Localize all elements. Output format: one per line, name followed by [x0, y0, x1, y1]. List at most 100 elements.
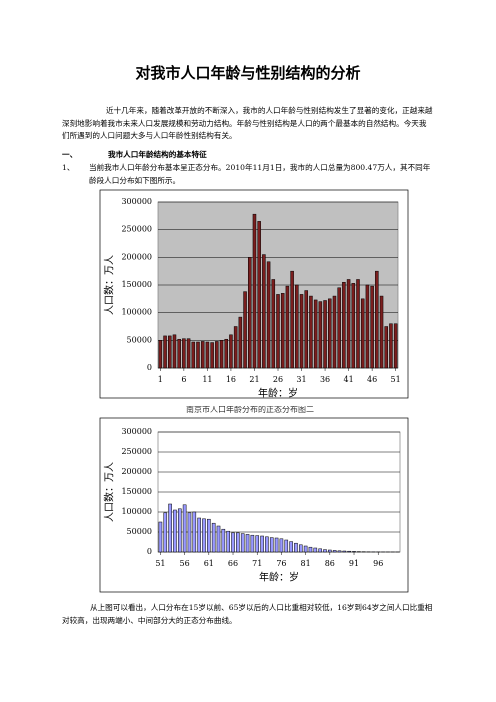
bar [202, 518, 206, 553]
x-tick-label: 16 [226, 375, 236, 384]
x-axis-label: 年龄：岁 [259, 571, 299, 584]
bar [226, 530, 230, 553]
bar [257, 221, 261, 369]
bar [200, 341, 205, 369]
bar [266, 261, 271, 369]
bar [250, 534, 255, 553]
bar [294, 542, 298, 553]
item-number: 1、 [62, 163, 75, 172]
bar [187, 512, 192, 553]
bar [211, 522, 216, 553]
bar [173, 509, 177, 553]
x-tick-label: 96 [373, 559, 383, 568]
bar [280, 293, 285, 369]
y-tick-label: 150000 [121, 487, 152, 496]
bar [219, 340, 224, 369]
bar [205, 341, 210, 369]
bar [351, 283, 356, 369]
x-tick-label: 71 [252, 559, 262, 568]
bar [303, 545, 308, 553]
bar [289, 541, 293, 553]
y-tick-label: 0 [147, 547, 152, 556]
bar [252, 213, 257, 369]
x-tick-label: 91 [349, 559, 359, 568]
bar [197, 517, 201, 553]
bar [260, 535, 264, 553]
bar [332, 550, 337, 553]
x-tick-label: 61 [204, 559, 214, 568]
y-axis-label: 人口数：万人 [103, 462, 116, 522]
bar [337, 550, 342, 553]
bar [393, 323, 398, 369]
y-tick-label: 0 [147, 363, 152, 372]
bar [370, 285, 374, 369]
bar [298, 544, 303, 553]
y-tick-label: 50000 [127, 335, 152, 344]
x-tick-label: 76 [276, 559, 286, 568]
y-tick-label: 300000 [121, 197, 152, 206]
bar [352, 551, 356, 553]
bar [313, 299, 318, 369]
section-number: 一、 [62, 150, 78, 159]
bar [248, 257, 252, 369]
bar [163, 512, 168, 553]
bar [384, 326, 388, 369]
x-tick-label: 81 [301, 559, 311, 568]
bar [236, 532, 240, 553]
bar [265, 536, 269, 553]
bar [172, 334, 177, 369]
x-tick-label: 86 [325, 559, 335, 568]
intro: 近十几年来，随着改革开放的不断深入，我市的人口年龄与性别结构发生了显著的变化，正… [62, 106, 433, 140]
bar [177, 508, 182, 553]
bar [342, 550, 347, 553]
x-tick-label: 21 [249, 375, 259, 384]
bar [240, 533, 245, 553]
bar [274, 537, 279, 553]
doc-title: 对我市人口年龄与性别结构的分析 [135, 64, 361, 82]
bar [304, 290, 308, 369]
x-tick-label: 51 [155, 559, 165, 568]
y-tick-label: 200000 [121, 467, 152, 476]
chart-2: 南京市人口年龄分布的正态分布图二 0 50000 100000 150000 200000… [99, 406, 409, 593]
x-axis-label: 年龄：岁 [258, 387, 298, 400]
x-tick-label: 31 [296, 375, 306, 384]
bar [356, 279, 360, 369]
y-tick-label: 300000 [121, 427, 152, 436]
bar [216, 525, 221, 553]
y-axis-label: 人口数：万人 [103, 255, 116, 315]
x-tick-label: 36 [320, 375, 330, 384]
bar [158, 340, 163, 369]
x-tick-label: 46 [367, 375, 377, 384]
item-text: 当前我市人口年龄分布基本呈正态分布。2010年11月1日，我市的人口总量为800… [89, 163, 431, 185]
bar [210, 342, 214, 369]
bar [323, 300, 327, 369]
bar [389, 323, 393, 369]
bar [158, 521, 163, 553]
bar [295, 284, 299, 369]
bar [328, 298, 332, 369]
bar [308, 546, 313, 553]
y-tick-label: 100000 [121, 308, 152, 317]
bar [186, 338, 191, 369]
bar [279, 538, 284, 553]
bar [192, 511, 197, 553]
bar [328, 549, 332, 553]
bar [224, 338, 228, 369]
chart-title: 南京市人口年龄分布的正态分布图二 [186, 406, 314, 414]
y-tick-label: 250000 [121, 447, 152, 456]
bar [360, 298, 365, 369]
bar [332, 295, 337, 369]
bar [182, 504, 187, 553]
bar [375, 270, 379, 369]
bar [245, 534, 250, 553]
bar [285, 285, 290, 369]
bar [299, 294, 304, 369]
y-tick-label: 200000 [121, 252, 152, 261]
bar [168, 503, 172, 553]
bar [313, 547, 318, 553]
bar [262, 254, 266, 369]
section-title: 我市人口年龄结构的基本特征 [108, 150, 207, 159]
bar [337, 287, 341, 369]
x-tick-label: 1 [158, 375, 163, 384]
bar [323, 549, 327, 553]
